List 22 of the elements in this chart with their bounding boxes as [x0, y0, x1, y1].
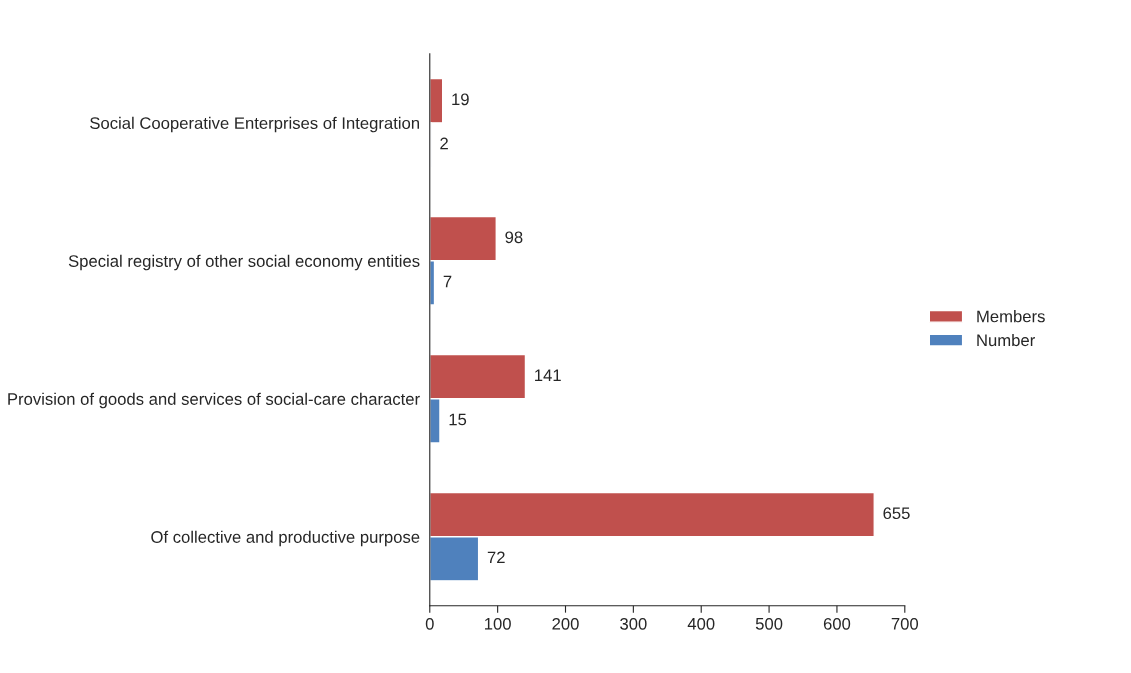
legend-label: Members	[977, 310, 1045, 323]
data-label: 7	[443, 275, 452, 288]
data-label: 72	[487, 551, 505, 564]
x-tick-label: 700	[891, 617, 919, 630]
x-tick-label: 600	[823, 617, 851, 630]
data-label: 98	[505, 231, 523, 244]
y-tick-label: Special registry of other social economy entities	[68, 254, 420, 271]
data-label: 15	[449, 413, 467, 426]
y-tick-label: Provision of goods and services of social-care character	[8, 392, 420, 409]
data-label: 141	[535, 369, 561, 381]
y-tick-label: Social Cooperative Enterprises of Integration	[90, 116, 419, 133]
x-tick-label: 100	[485, 617, 511, 630]
x-tick-label: 300	[620, 617, 647, 630]
data-label: 655	[883, 507, 910, 520]
x-tick-label: 400	[687, 617, 715, 630]
legend-label: Number	[977, 333, 1035, 347]
y-tick-label: Of collective and productive purpose	[151, 530, 420, 547]
x-tick-label: 200	[552, 617, 579, 630]
x-tick-label: 0	[425, 617, 434, 630]
data-label: 2	[440, 137, 448, 150]
x-tick-label: 500	[755, 617, 783, 630]
data-label: 19	[452, 93, 469, 106]
